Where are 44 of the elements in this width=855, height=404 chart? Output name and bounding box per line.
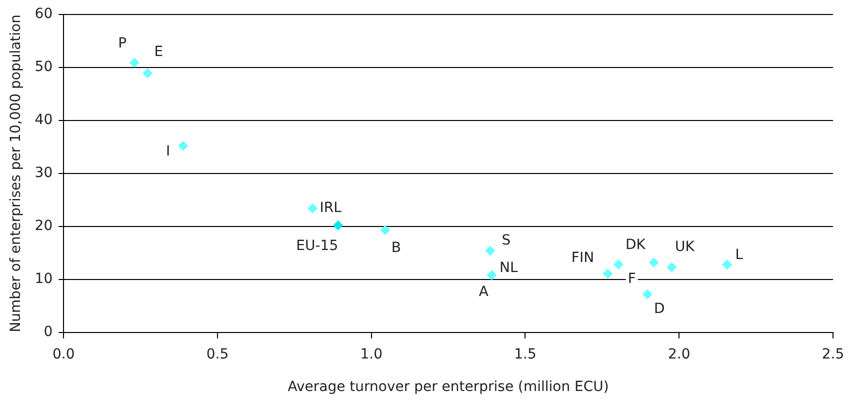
point	[308, 203, 318, 214]
y-tick-label: 60	[34, 6, 53, 22]
x-tick-label: 1.5	[514, 346, 536, 362]
point	[129, 58, 140, 68]
y-tick-label: 10	[34, 271, 53, 288]
point	[178, 140, 188, 151]
annotation: P	[118, 35, 127, 52]
annotation: NL	[500, 260, 518, 276]
x-tick-label: 2.0	[668, 346, 690, 362]
point	[613, 260, 624, 270]
y-tick-label: 20	[34, 218, 53, 234]
annotation: D	[654, 300, 665, 317]
point	[485, 246, 496, 256]
annotation: A	[478, 284, 489, 300]
y-axis-title: Number of enterprises per 10,000 population	[8, 14, 24, 332]
annotation: B	[391, 240, 402, 256]
x-axis-title: Average turnover per enterprise (million ECU)	[288, 379, 609, 396]
annotation: E	[154, 44, 164, 60]
x-tick-label: 2.5	[822, 346, 844, 362]
annotation: I	[166, 143, 170, 160]
y-tick-label: 50	[34, 59, 53, 76]
annotation: EU-15	[296, 238, 338, 254]
annotation: DK	[626, 237, 646, 254]
y-tick-label: 0	[44, 324, 53, 340]
y-tick-label: 40	[34, 112, 53, 128]
point	[142, 68, 153, 78]
annotation: IRL	[320, 200, 342, 216]
annotation: S	[502, 232, 511, 248]
point	[648, 257, 659, 268]
y-tick-label: 30	[34, 165, 53, 182]
x-tick-label: 0.5	[206, 346, 229, 362]
point	[642, 289, 652, 300]
point	[333, 220, 344, 230]
point	[722, 260, 732, 270]
point	[486, 270, 497, 280]
point	[602, 268, 613, 279]
x-tick-label: 1.0	[360, 346, 382, 362]
point	[666, 262, 677, 272]
annotation: UK	[675, 238, 696, 255]
annotation: L	[735, 247, 744, 264]
point	[380, 225, 390, 236]
x-tick-label: 0.0	[52, 346, 75, 362]
annotation: FIN	[571, 250, 594, 266]
annotation: F	[628, 271, 636, 288]
